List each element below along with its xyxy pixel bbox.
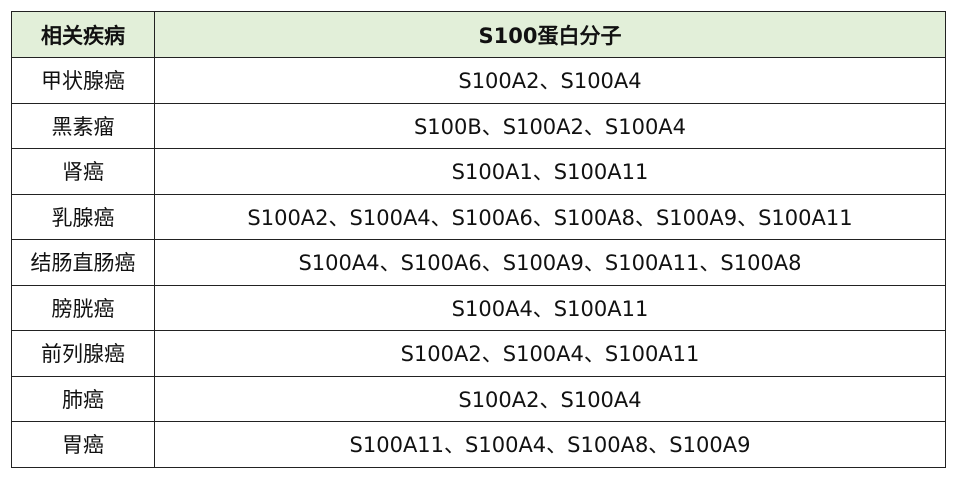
disease-cell: 黑素瘤 — [11, 102, 155, 149]
table-row: 肺癌 S100A2、S100A4 — [11, 375, 946, 422]
table-row: 甲状腺癌 S100A2、S100A4 — [11, 57, 946, 104]
table-row: 黑素瘤 S100B、S100A2、S100A4 — [11, 102, 946, 149]
disease-cell: 膀胱癌 — [11, 284, 155, 331]
protein-cell: S100A1、S100A11 — [154, 148, 946, 195]
header-row: 相关疾病 S100蛋白分子 — [11, 11, 946, 58]
table-row: 膀胱癌 S100A4、S100A11 — [11, 284, 946, 331]
protein-cell: S100A2、S100A4 — [154, 57, 946, 104]
protein-cell: S100A2、S100A4、S100A11 — [154, 330, 946, 377]
disease-cell: 胃癌 — [11, 421, 155, 468]
disease-cell: 肾癌 — [11, 148, 155, 195]
table-row: 肾癌 S100A1、S100A11 — [11, 148, 946, 195]
table-body: 甲状腺癌 S100A2、S100A4 黑素瘤 S100B、S100A2、S100A4 肾… — [11, 57, 946, 468]
protein-cell: S100A2、S100A4 — [154, 375, 946, 422]
table-row: 胃癌 S100A11、S100A4、S100A8、S100A9 — [11, 421, 946, 468]
header-cell: S100蛋白分子 — [154, 11, 946, 58]
table: 相关疾病 S100蛋白分子 甲状腺癌 S100A2、S100A4 黑素瘤 S100B、S… — [11, 11, 946, 468]
protein-cell: S100A4、S100A6、S100A9、S100A11、S100A8 — [154, 239, 946, 286]
header-cell: 相关疾病 — [11, 11, 155, 58]
protein-cell: S100A4、S100A11 — [154, 284, 946, 331]
disease-cell: 肺癌 — [11, 375, 155, 422]
table-row: 结肠直肠癌 S100A4、S100A6、S100A9、S100A11、S100A8 — [11, 239, 946, 286]
protein-cell: S100B、S100A2、S100A4 — [154, 102, 946, 149]
disease-cell: 前列腺癌 — [11, 330, 155, 377]
disease-cell: 乳腺癌 — [11, 193, 155, 240]
table-row: 乳腺癌 S100A2、S100A4、S100A6、S100A8、S100A9、S1… — [11, 193, 946, 240]
protein-cell: S100A2、S100A4、S100A6、S100A8、S100A9、S100A… — [154, 193, 946, 240]
disease-cell: 结肠直肠癌 — [11, 239, 155, 286]
disease-cell: 甲状腺癌 — [11, 57, 155, 104]
table-row: 前列腺癌 S100A2、S100A4、S100A11 — [11, 330, 946, 377]
protein-cell: S100A11、S100A4、S100A8、S100A9 — [154, 421, 946, 468]
